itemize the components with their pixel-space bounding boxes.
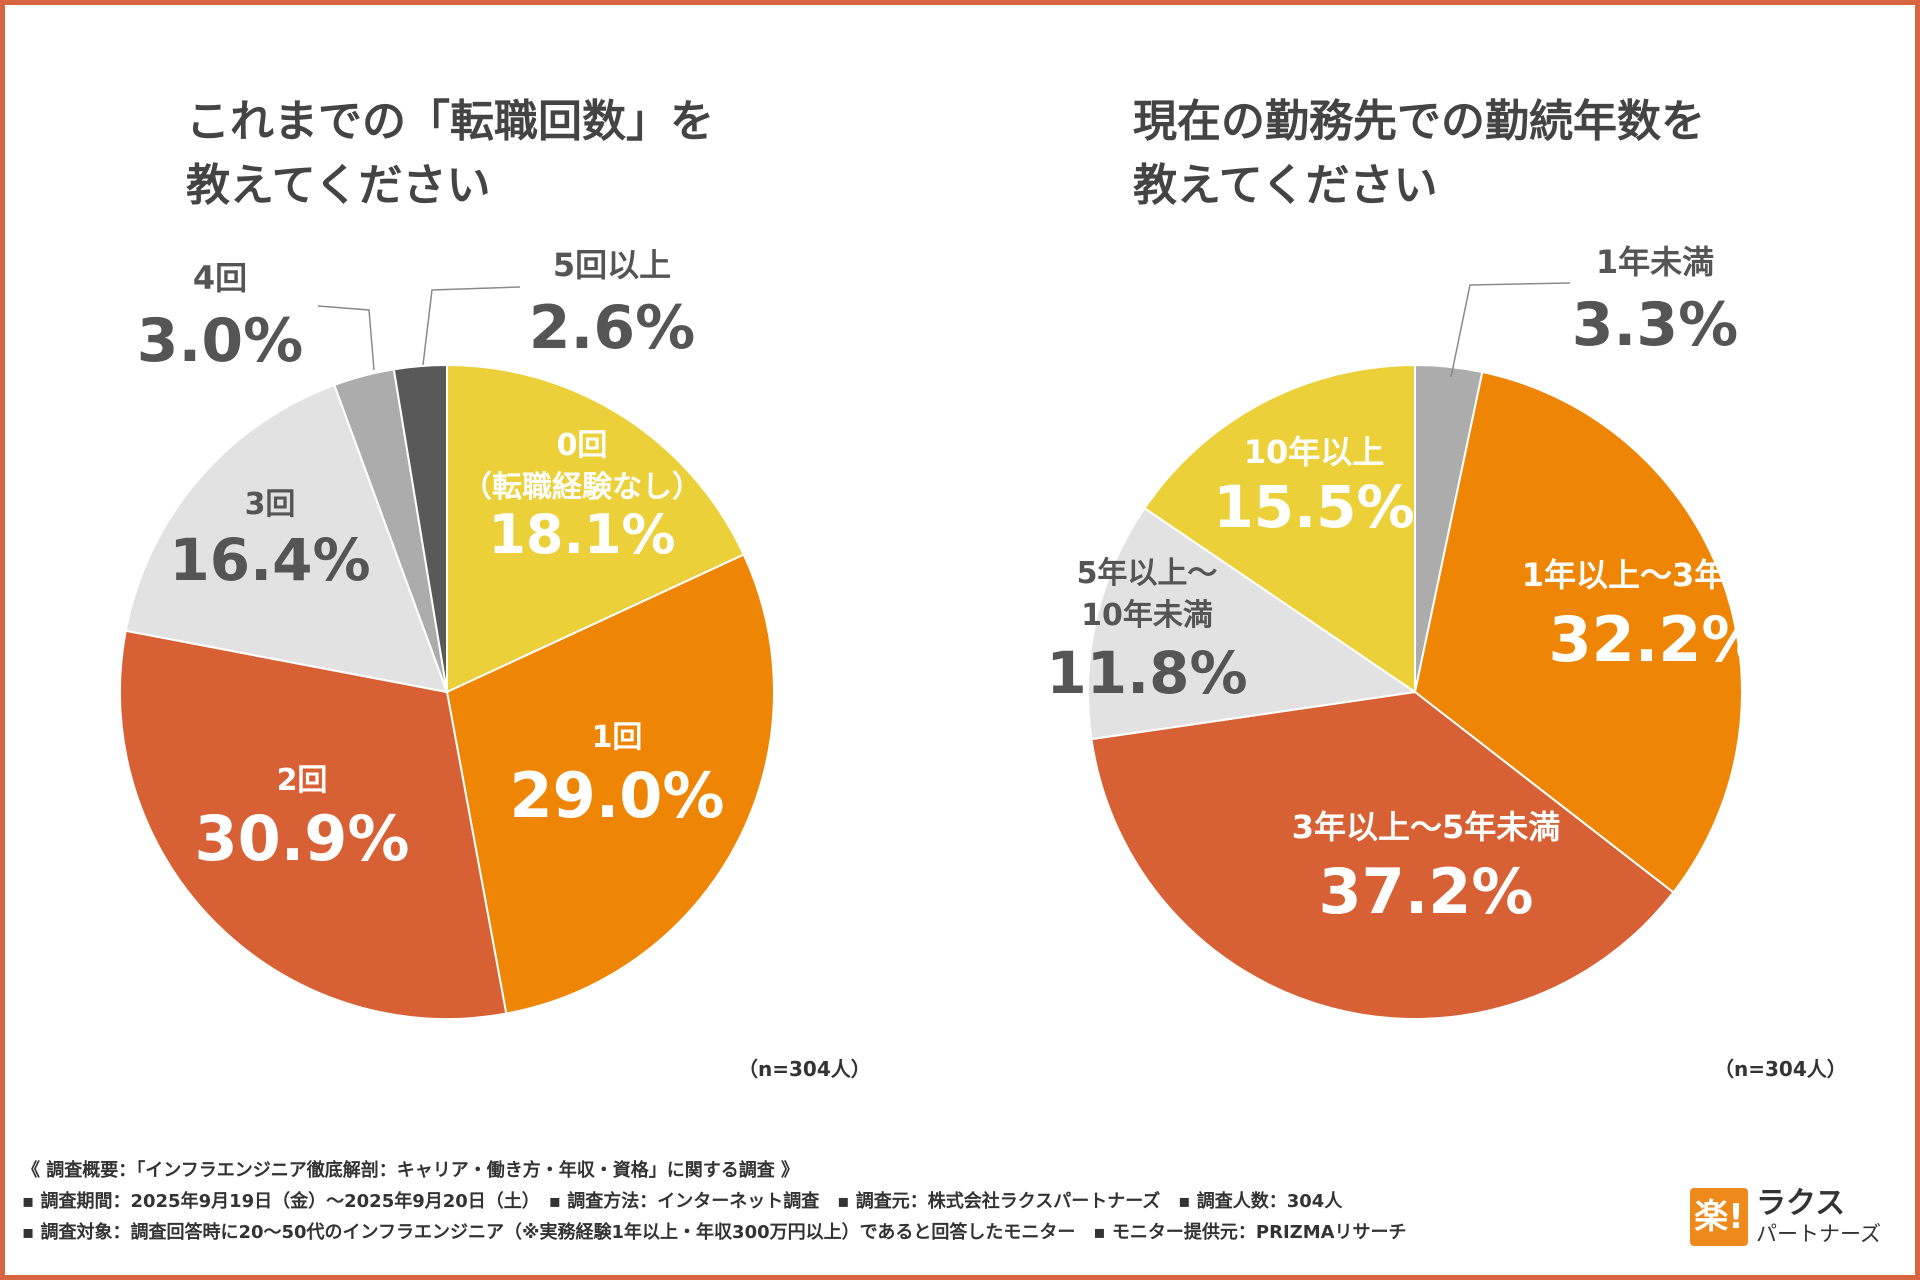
pie-0-slice-4-label-0: 4回 bbox=[193, 259, 247, 297]
pie-1-slice-3-label-1: 10年未満 bbox=[1081, 598, 1213, 633]
pie-0-slice-0-label-0: 0回 bbox=[557, 428, 608, 463]
pie-1-slice-1-pct: 32.2% bbox=[1548, 603, 1763, 676]
pie-0-slice-0-pct: 18.1% bbox=[488, 503, 675, 566]
pie-1-leader-0 bbox=[1450, 282, 1571, 378]
chart-left: これまでの「転職回数」を 教えてください 0回 （転職経験なし）18.1% 1回 29… bbox=[119, 96, 871, 1081]
chart-left-title-line2: 教えてください bbox=[186, 160, 490, 211]
pie-1-slice-4 bbox=[1143, 363, 1416, 694]
pie-1-slice-2-pct: 37.2% bbox=[1318, 855, 1533, 928]
pie-0-leader-4 bbox=[317, 305, 375, 371]
chart-right-n-note: （n=304人） bbox=[1714, 1057, 1847, 1081]
survey-overview: 《 調査概要：「インフラエンジニア徹底解剖：キャリア・働き方・年収・資格」に関す… bbox=[22, 1155, 1672, 1248]
pie-1-slice-4-pct: 15.5% bbox=[1213, 473, 1414, 541]
pie-0-slice-1-pct: 29.0% bbox=[509, 759, 724, 832]
pie-0-slice-2-pct: 30.9% bbox=[194, 802, 409, 875]
pie-0-slice-1 bbox=[445, 553, 775, 1015]
pie-0-slice-0 bbox=[446, 363, 746, 694]
pie-1-slice-4-label-0: 10年以上 bbox=[1244, 433, 1385, 471]
survey-line-period: ▪ 調査期間：2025年9月19日（金）〜2025年9月20日（土） ▪ 調査方… bbox=[22, 1191, 1343, 1212]
survey-line-title: 《 調査概要：「インフラエンジニア徹底解剖：キャリア・働き方・年収・資格」に関す… bbox=[22, 1160, 799, 1181]
logo-sub: パートナーズ bbox=[1756, 1222, 1881, 1246]
chart-left-n-note: （n=304人） bbox=[738, 1057, 871, 1081]
pie-0-slice-2-label-0: 2回 bbox=[277, 763, 328, 798]
pie-1-slice-3 bbox=[1087, 506, 1418, 741]
pie-0-leader-5 bbox=[422, 286, 521, 366]
pie-0-slice-1-label-0: 1回 bbox=[592, 720, 643, 755]
company-logo: 楽! ラクス パートナーズ bbox=[1690, 1188, 1905, 1248]
chart-right: 現在の勤務先での勤続年数を 教えてください 1年未満 3.3% 1年以上〜3年未満 3… bbox=[1046, 96, 1846, 1081]
pie-0-slice-3-pct: 16.4% bbox=[169, 526, 370, 594]
pie-0-slice-5-pct: 2.6% bbox=[529, 293, 695, 363]
pie-left: 0回 （転職経験なし）18.1% 1回 29.0% 2回 30.9% 3回 16.4% 4回 3.… bbox=[119, 246, 775, 1021]
pie-1-slice-0-label-0: 1年未満 bbox=[1596, 243, 1714, 281]
logo-name: ラクス bbox=[1756, 1186, 1846, 1221]
pie-right: 1年未満 3.3% 1年以上〜3年未満 32.2% 3年以上〜5年未満 37.2% 5年以上… bbox=[1046, 243, 1791, 1020]
survey-line-target: ▪ 調査対象：調査回答時に20〜50代のインフラエンジニア（※実務経験1年以上・… bbox=[22, 1222, 1407, 1243]
pie-0-slice-5-label-0: 5回以上 bbox=[553, 246, 671, 284]
pie-0-slice-3-label-0: 3回 bbox=[245, 487, 296, 522]
chart-right-title-line1: 現在の勤務先での勤続年数を bbox=[1133, 96, 1705, 147]
pie-1-slice-2-label-0: 3年以上〜5年未満 bbox=[1292, 808, 1561, 846]
pie-0-slice-0-label-1: （転職経験なし） bbox=[462, 470, 702, 505]
pie-1-slice-0-pct: 3.3% bbox=[1572, 290, 1738, 360]
chart-right-title-line2: 教えてください bbox=[1133, 160, 1437, 211]
pie-0-slice-2 bbox=[119, 629, 508, 1021]
pie-1-slice-1-label-0: 1年以上〜3年未満 bbox=[1522, 556, 1791, 594]
pie-0-slice-4-pct: 3.0% bbox=[137, 306, 303, 376]
pie-1-slice-2 bbox=[1090, 690, 1675, 1020]
pie-1-slice-3-label-0: 5年以上〜 bbox=[1077, 556, 1218, 591]
pie-1-slice-3-pct: 11.8% bbox=[1046, 639, 1247, 707]
pie-1-slice-1 bbox=[1413, 370, 1743, 894]
chart-left-title-line1: これまでの「転職回数」を bbox=[186, 96, 714, 147]
pie-0-slice-5 bbox=[392, 363, 448, 693]
logo-mark-icon: 楽! bbox=[1690, 1188, 1748, 1246]
pie-0-slice-3 bbox=[124, 383, 449, 694]
